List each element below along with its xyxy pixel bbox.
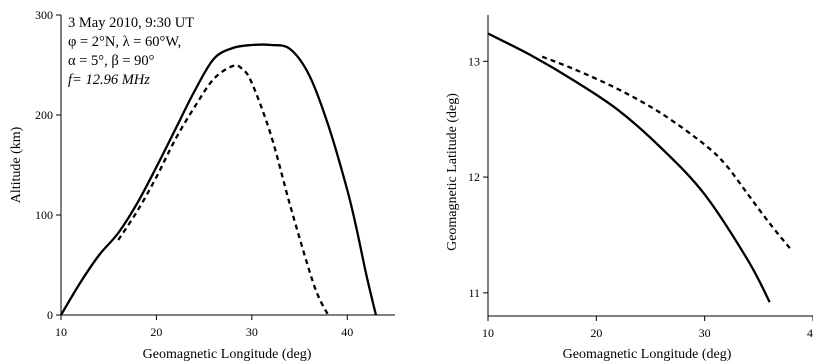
- right-y-axis-title: Geomagnetic Latitude (deg): [445, 93, 460, 251]
- right-y-tick-label: 13: [468, 54, 480, 68]
- left-x-tick-label: 40: [341, 325, 353, 339]
- right-series-dashed-line: [541, 55, 793, 251]
- right-x-tick-label: 30: [699, 326, 711, 340]
- left-x-tick-label: 10: [55, 325, 67, 339]
- right-series: [487, 32, 793, 303]
- left-y-tick-label: 100: [35, 208, 53, 222]
- right-x-tick-label: 10: [482, 326, 494, 340]
- annotation-angles: α = 5°, β = 90°: [68, 53, 155, 69]
- left-y-tick-label: 200: [35, 108, 53, 122]
- right-x-tick-label: 40: [807, 326, 813, 340]
- left-y-axis-title: Altitude (km): [9, 126, 24, 203]
- left-x-axis-title: Geomagnetic Longitude (deg): [143, 347, 312, 362]
- left-series: [60, 43, 378, 316]
- right-x-axis-title: Geomagnetic Longitude (deg): [563, 347, 732, 362]
- right-y-tick-label: 12: [468, 170, 480, 184]
- annotation-location: φ = 2°N, λ = 60°W,: [68, 34, 181, 50]
- right-ticks: 10 20 30 40 11 12 13: [468, 54, 813, 340]
- annotation-date: 3 May 2010, 9:30 UT: [68, 15, 194, 31]
- latitude-chart: 10 20 30 40 11 12 13 Geomagnetic Longitude (de…: [445, 15, 813, 362]
- left-y-tick-label: 0: [47, 308, 53, 322]
- left-series-solid-line: [60, 43, 378, 316]
- right-series-solid-line: [487, 32, 771, 303]
- left-y-tick-label: 300: [35, 8, 53, 22]
- left-x-tick-label: 30: [246, 325, 258, 339]
- right-y-tick-label: 11: [468, 286, 480, 300]
- left-x-tick-label: 20: [150, 325, 162, 339]
- left-ticks: 10 20 30 40 0 100 200 300: [35, 8, 353, 339]
- left-series-dashed-line: [117, 64, 330, 316]
- altitude-chart: 10 20 30 40 0 100 200 300 Geomagnetic Longitude…: [9, 8, 395, 362]
- right-x-tick-label: 20: [590, 326, 602, 340]
- annotation-frequency: f= 12.96 MHz: [68, 72, 150, 88]
